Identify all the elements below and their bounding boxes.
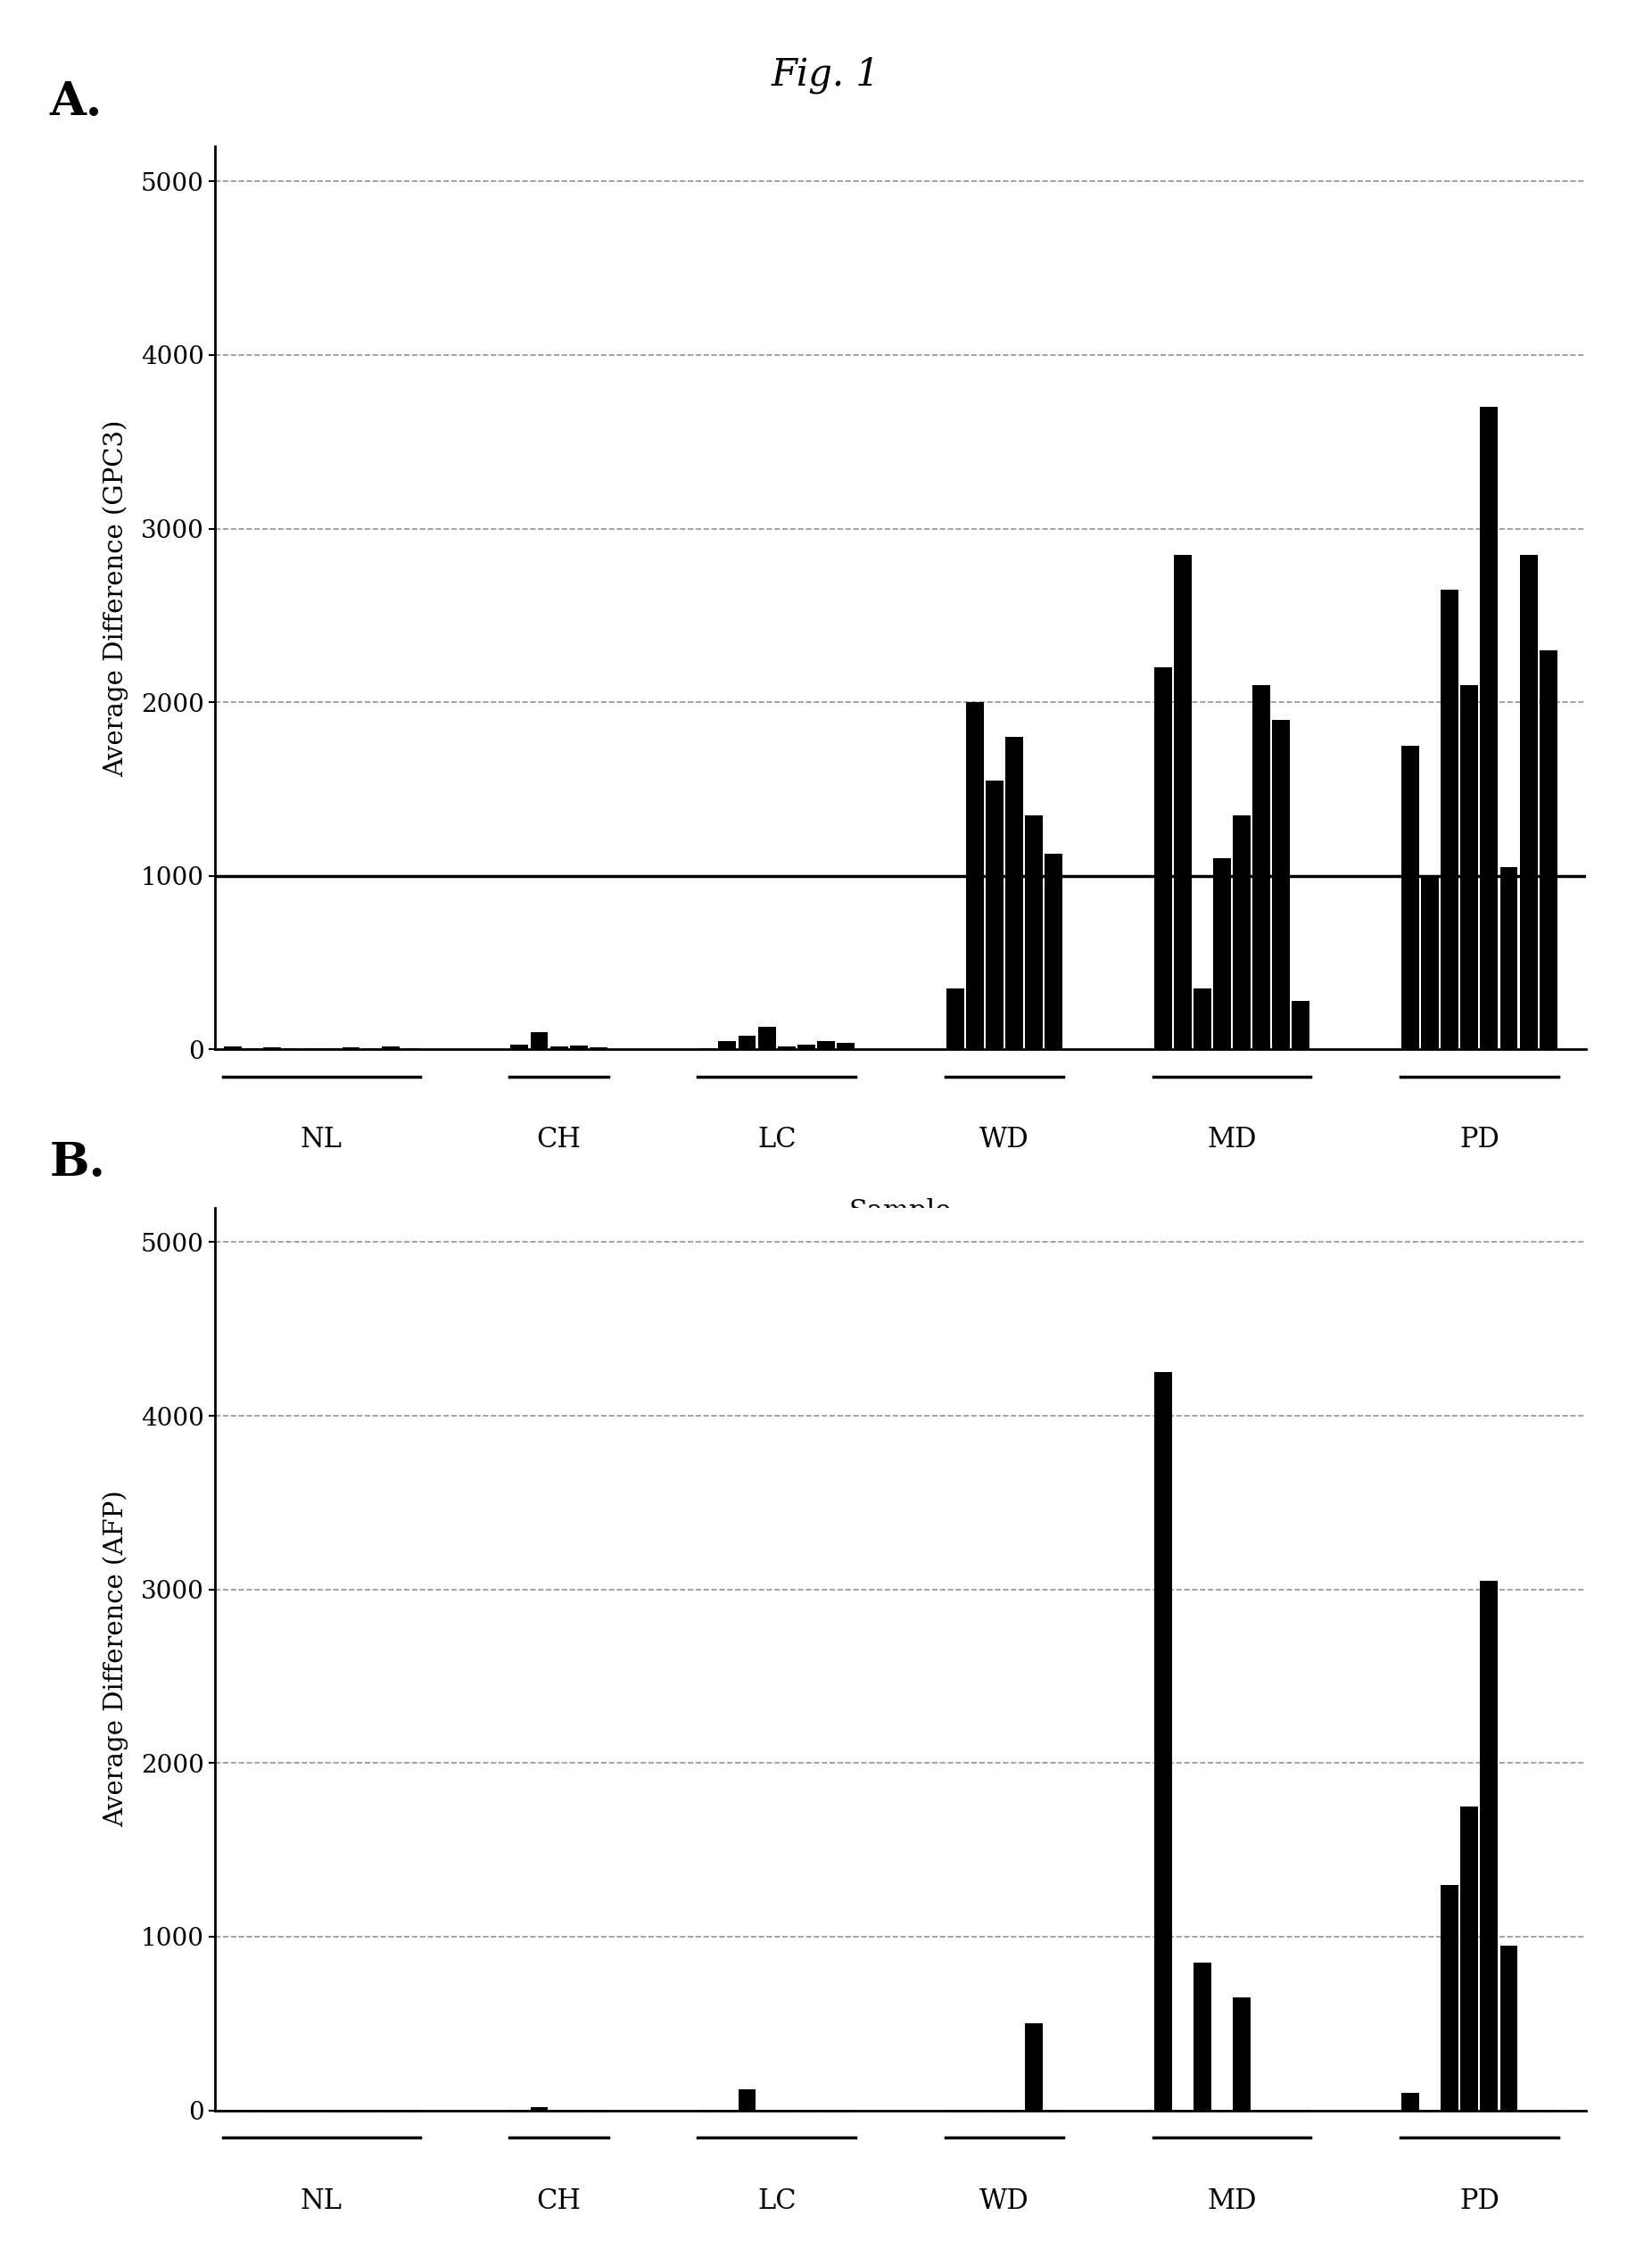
Text: A.: A. — [50, 79, 102, 124]
Bar — [1006, 738, 1023, 1050]
Bar — [1441, 589, 1459, 1050]
Text: WD: WD — [980, 2187, 1029, 2214]
Bar — [223, 1045, 241, 1050]
Text: MD: MD — [1208, 2187, 1257, 2214]
Y-axis label: Average Difference (GPC3): Average Difference (GPC3) — [102, 420, 129, 776]
Bar — [738, 1036, 757, 1050]
Bar — [1401, 745, 1419, 1050]
Text: CH: CH — [537, 1126, 582, 1153]
Text: LC: LC — [757, 1126, 796, 1153]
Bar — [798, 1045, 814, 1050]
Text: B.: B. — [50, 1140, 106, 1185]
Bar — [1480, 406, 1498, 1050]
Bar — [1272, 720, 1290, 1050]
Bar — [738, 2090, 757, 2110]
Bar — [1155, 668, 1171, 1050]
Bar — [550, 1045, 568, 1050]
Bar — [1540, 650, 1558, 1050]
Text: LC: LC — [757, 2187, 796, 2214]
Text: NL: NL — [301, 2187, 342, 2214]
Bar — [1520, 555, 1538, 1050]
Text: PD: PD — [1459, 2187, 1500, 2214]
Bar — [1292, 1000, 1310, 1050]
Bar — [530, 2106, 548, 2110]
Bar — [947, 989, 963, 1050]
Bar — [719, 1040, 737, 1050]
Bar — [1024, 815, 1042, 1050]
Bar — [1155, 1372, 1171, 2110]
Bar — [838, 1043, 854, 1050]
Bar — [1175, 555, 1191, 1050]
Text: Sample: Sample — [849, 1198, 952, 1226]
Bar — [570, 1045, 588, 1050]
Bar — [1252, 684, 1270, 1050]
Bar — [1460, 684, 1479, 1050]
Bar — [1480, 1580, 1498, 2110]
Bar — [1460, 1806, 1479, 2110]
Bar — [966, 702, 983, 1050]
Y-axis label: Average Difference (AFP): Average Difference (AFP) — [102, 1490, 129, 1828]
Text: NL: NL — [301, 1126, 342, 1153]
Bar — [1500, 867, 1518, 1050]
Text: Fig. 1: Fig. 1 — [771, 56, 881, 95]
Bar — [1232, 815, 1251, 1050]
Bar — [778, 1045, 795, 1050]
Bar — [1401, 2092, 1419, 2110]
Bar — [510, 1045, 529, 1050]
Bar — [1213, 858, 1231, 1050]
Bar — [758, 1027, 776, 1050]
Bar — [530, 1031, 548, 1050]
Bar — [1500, 1946, 1518, 2110]
Text: WD: WD — [980, 1126, 1029, 1153]
Bar — [1044, 853, 1062, 1050]
Bar — [818, 1040, 834, 1050]
Bar — [590, 1047, 608, 1050]
Bar — [263, 1047, 281, 1050]
Bar — [986, 781, 1003, 1050]
Bar — [1421, 876, 1439, 1050]
Bar — [382, 1047, 400, 1050]
Text: MD: MD — [1208, 1126, 1257, 1153]
Bar — [1193, 989, 1211, 1050]
Bar — [1193, 1964, 1211, 2110]
Bar — [1024, 2025, 1042, 2110]
Text: CH: CH — [537, 2187, 582, 2214]
Bar — [1441, 1885, 1459, 2110]
Bar — [1232, 1997, 1251, 2110]
Text: PD: PD — [1459, 1126, 1500, 1153]
